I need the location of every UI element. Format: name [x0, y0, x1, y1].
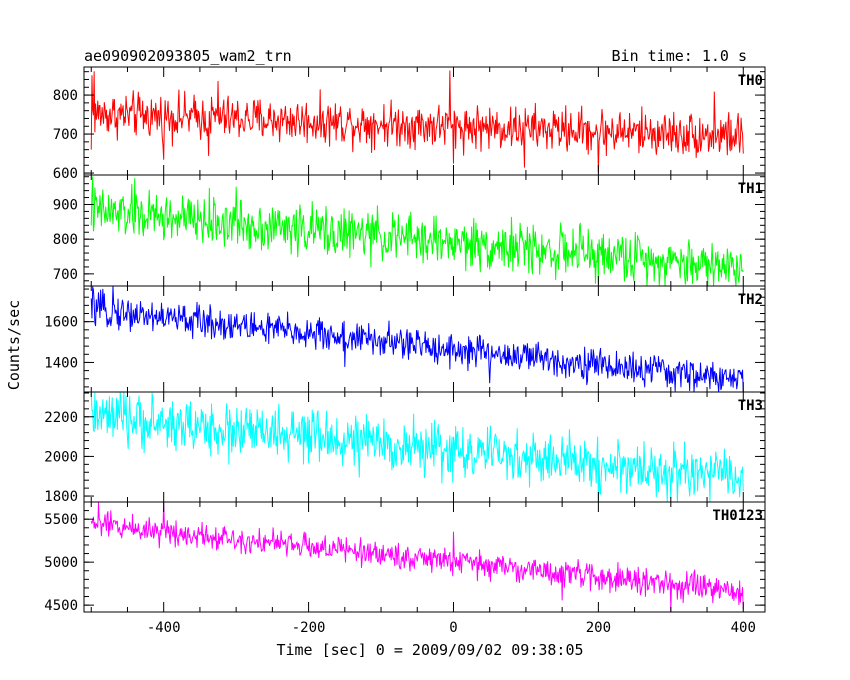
chart-title: ae090902093805_wam2_trn [84, 47, 292, 65]
series-line-th0 [90, 70, 744, 173]
y-tick-label: 800 [53, 88, 78, 104]
series-label: TH1 [738, 181, 763, 197]
x-tick-label: 200 [586, 620, 611, 636]
y-tick-label: 700 [53, 127, 78, 143]
y-tick-label: 2200 [44, 410, 78, 426]
x-axis-label: Time [sec] 0 = 2009/09/02 09:38:05 [276, 641, 583, 659]
panel-frame [83, 501, 766, 613]
panels-group: 600 700 800 TH0 700 800 900 TH1 1400 1600 TH2 1800 2… [44, 66, 766, 636]
bin-time-label: Bin time: 1.0 s [612, 47, 747, 65]
series-label: TH3 [738, 398, 763, 414]
panel-th3: 1800 2000 2200 TH3 [44, 391, 766, 505]
x-tick-label: -200 [292, 620, 326, 636]
series-line-th3 [90, 391, 744, 503]
panel-frame [83, 66, 766, 176]
y-tick-label: 800 [53, 232, 78, 248]
panel-th1: 700 800 900 TH1 [53, 174, 766, 287]
y-tick-label: 5500 [44, 512, 78, 528]
y-tick-label: 700 [53, 267, 78, 283]
series-label: TH0 [738, 73, 763, 89]
y-tick-label: 5000 [44, 555, 78, 571]
series-label: TH0123 [712, 508, 763, 524]
y-tick-label: 900 [53, 197, 78, 213]
x-tick-label: 400 [731, 620, 756, 636]
series-label: TH2 [738, 292, 763, 308]
series-line-th1 [90, 176, 744, 287]
series-line-th2 [90, 285, 744, 393]
y-axis-label: Counts/sec [5, 300, 23, 390]
panel-th0123: 4500 5000 5500 TH0123 [44, 501, 766, 614]
x-tick-label: 0 [449, 620, 457, 636]
y-tick-label: 2000 [44, 449, 78, 465]
y-tick-label: 4500 [44, 598, 78, 614]
y-tick-label: 1800 [44, 489, 78, 505]
panel-th0: 600 700 800 TH0 [53, 66, 766, 182]
y-tick-label: 1600 [44, 315, 78, 331]
y-tick-label: 600 [53, 166, 78, 182]
panel-th2: 1400 1600 TH2 [44, 285, 766, 393]
y-tick-label: 1400 [44, 355, 78, 371]
series-line-th0123 [90, 501, 744, 612]
x-tick-label: -400 [147, 620, 181, 636]
